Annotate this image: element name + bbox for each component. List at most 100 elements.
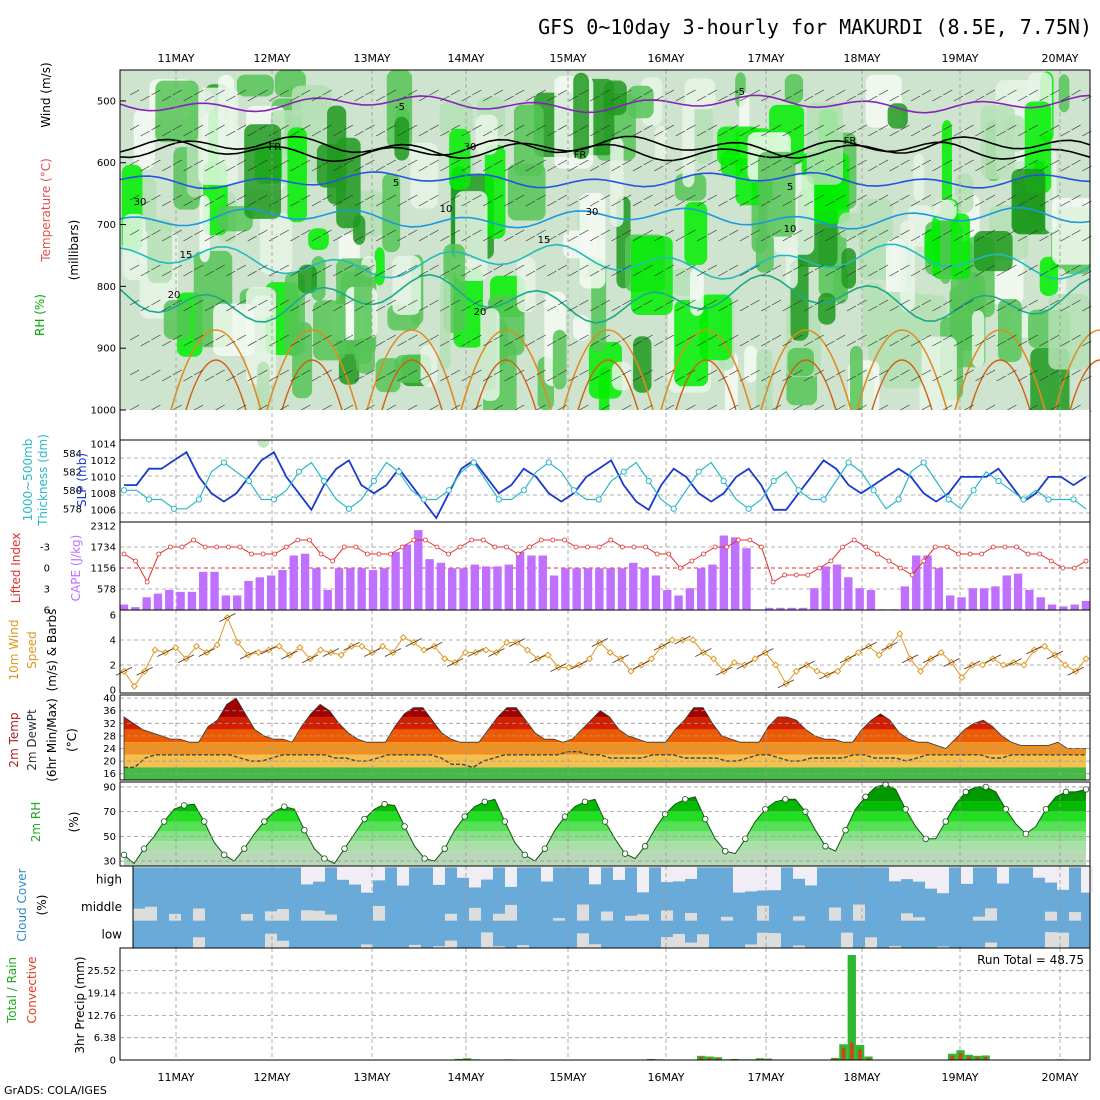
cape-bar bbox=[844, 577, 853, 610]
wind-barb bbox=[943, 264, 953, 271]
wind-barb bbox=[236, 124, 247, 131]
wind-barb bbox=[943, 194, 953, 201]
wind-barb bbox=[846, 270, 857, 277]
wind-barb bbox=[226, 95, 236, 102]
wind-barb bbox=[1017, 130, 1028, 137]
wind-marker bbox=[937, 648, 945, 657]
wind-marker bbox=[503, 638, 511, 647]
wind-barb bbox=[718, 95, 728, 102]
wind-barb bbox=[177, 654, 195, 664]
wind-barb bbox=[633, 660, 650, 670]
cape-bar bbox=[1059, 606, 1068, 610]
wind-marker bbox=[834, 667, 842, 675]
wind-barb bbox=[932, 305, 942, 312]
wind-barb bbox=[985, 334, 996, 341]
wind-barb bbox=[290, 200, 300, 207]
wind-barb bbox=[836, 369, 846, 376]
wind-barb bbox=[964, 299, 974, 306]
wind-barb bbox=[910, 340, 921, 347]
cape-bar bbox=[266, 575, 276, 610]
cloud-cell bbox=[217, 866, 229, 868]
cloud-cell bbox=[469, 907, 481, 921]
date-labels-bottom: 11MAY 12MAY 13MAY 14MAY 15MAY 16MAY 17MAY 18MAY… bbox=[158, 1071, 1079, 1084]
wind-barb bbox=[493, 194, 503, 201]
wind-barb bbox=[136, 666, 153, 676]
warm-contour bbox=[281, 359, 343, 411]
wind-barb bbox=[846, 130, 857, 137]
li-marker bbox=[237, 544, 243, 550]
date-label-top: 15MAY bbox=[550, 52, 587, 65]
wind-marker bbox=[606, 648, 614, 657]
li-marker bbox=[898, 565, 903, 571]
thickness-marker bbox=[945, 496, 952, 503]
cloud-cell bbox=[193, 908, 205, 921]
wind-barb bbox=[589, 235, 600, 242]
wind-barb bbox=[696, 375, 707, 382]
wind-barb bbox=[803, 235, 814, 242]
rh-marker bbox=[601, 818, 609, 825]
rh-blob bbox=[818, 292, 836, 325]
wind-barb bbox=[589, 375, 600, 382]
cape-bar bbox=[798, 607, 808, 610]
wind-barb bbox=[846, 340, 857, 347]
wind-barb bbox=[622, 124, 632, 131]
rh-band bbox=[124, 841, 1086, 852]
wind-barb bbox=[579, 299, 589, 306]
wind-barb bbox=[472, 124, 482, 131]
cloud-cell bbox=[733, 866, 745, 893]
wind-barb bbox=[1007, 124, 1017, 131]
wind-barb bbox=[557, 334, 568, 341]
wind-barb bbox=[622, 194, 632, 201]
thickness-marker bbox=[895, 496, 902, 503]
wind-barb bbox=[547, 130, 557, 137]
wind-barb bbox=[803, 95, 814, 102]
wind-barb bbox=[996, 130, 1006, 137]
wind-barb bbox=[1017, 270, 1028, 277]
wind-barb bbox=[279, 89, 289, 96]
li-marker bbox=[643, 544, 648, 550]
wind-barb bbox=[819, 670, 836, 680]
wind-barb bbox=[964, 404, 974, 411]
wind-barb bbox=[508, 638, 526, 647]
wind-barb bbox=[354, 340, 364, 347]
cloud-cell bbox=[721, 866, 733, 868]
wind-barb bbox=[472, 89, 482, 96]
cloud-cell bbox=[361, 944, 373, 948]
wind-barb bbox=[268, 375, 279, 382]
cloud-cell bbox=[277, 866, 289, 868]
li-marker bbox=[1060, 565, 1066, 571]
side-label: (%) bbox=[67, 812, 81, 833]
thickness-marker bbox=[245, 477, 253, 485]
li-marker bbox=[1037, 551, 1043, 557]
cape-bar bbox=[481, 566, 491, 610]
wind-barb bbox=[664, 334, 675, 341]
cloud-cell bbox=[253, 866, 265, 868]
tick-label: 1006 bbox=[91, 505, 116, 516]
wind-barb bbox=[418, 305, 429, 312]
rh-marker bbox=[902, 805, 909, 813]
wind-barb bbox=[739, 270, 750, 277]
wind-barb bbox=[943, 658, 960, 667]
wind-barb bbox=[488, 648, 505, 657]
li-marker bbox=[538, 537, 544, 543]
wind-barb bbox=[354, 165, 364, 172]
li-marker bbox=[457, 544, 463, 550]
wind-marker bbox=[875, 651, 883, 659]
wind-barb bbox=[525, 200, 536, 207]
cape-bar bbox=[979, 588, 989, 610]
wind-barb bbox=[825, 375, 835, 382]
cape-bar bbox=[334, 568, 344, 610]
wind-barb bbox=[953, 130, 964, 137]
tick-label: 1008 bbox=[91, 489, 116, 500]
cloud-cell bbox=[661, 910, 673, 921]
rh-marker bbox=[241, 845, 248, 852]
wind-barb bbox=[1028, 89, 1038, 96]
wind-barb bbox=[718, 165, 728, 172]
wind-barb bbox=[718, 130, 728, 137]
cape-bar bbox=[1070, 604, 1079, 610]
wind-barb bbox=[910, 270, 921, 277]
wind-barb bbox=[611, 165, 621, 172]
wind-barb bbox=[450, 89, 461, 96]
wind-barb bbox=[268, 270, 279, 277]
